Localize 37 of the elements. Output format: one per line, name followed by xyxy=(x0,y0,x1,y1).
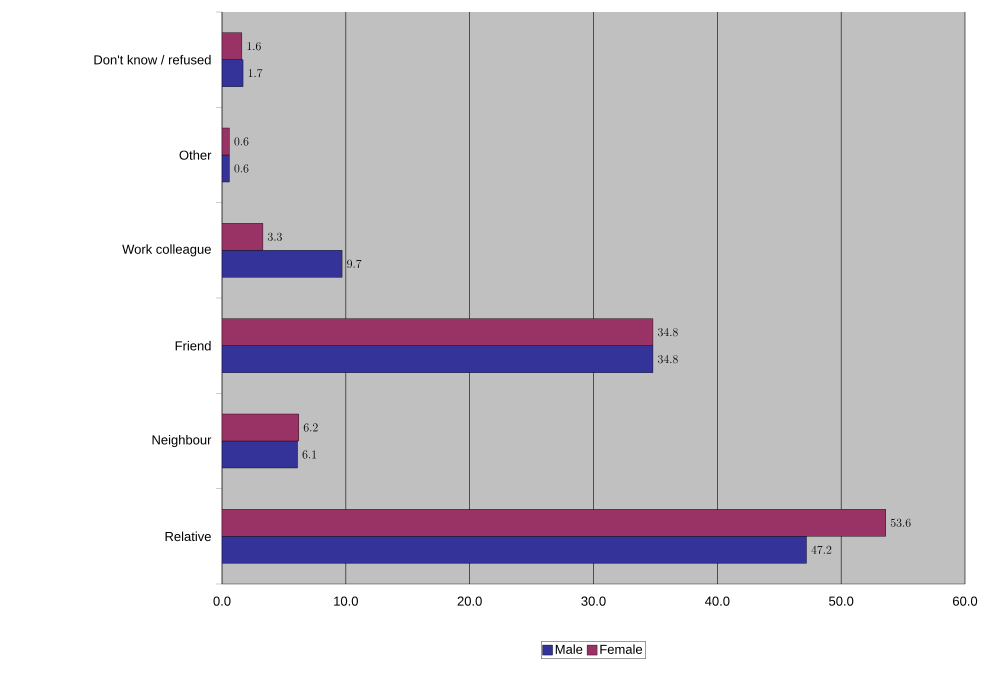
data-label: 47.2 xyxy=(811,546,832,554)
x-tick-label: 50.0 xyxy=(829,596,854,606)
bar xyxy=(222,223,264,251)
bar xyxy=(222,509,886,537)
bar xyxy=(222,440,298,468)
data-label: 0.6 xyxy=(234,137,248,146)
data-label: 3.3 xyxy=(268,232,282,241)
legend-label: Female xyxy=(600,644,642,654)
x-tick-label: 20.0 xyxy=(458,596,482,606)
x-tick-label: 10.0 xyxy=(334,596,358,606)
bar xyxy=(222,536,807,564)
bar xyxy=(222,414,299,442)
data-label: 0.6 xyxy=(234,164,248,173)
y-tick-label: Friend xyxy=(176,340,211,350)
data-label: 6.2 xyxy=(304,423,318,432)
data-label: 6. 1 xyxy=(302,450,316,459)
data-label: 34.8 xyxy=(658,354,678,364)
bar xyxy=(222,318,654,346)
data-label: 34.8 xyxy=(658,328,678,336)
x-tick-label: 0.0 xyxy=(213,596,231,606)
bar xyxy=(222,32,242,60)
y-tick-label: Relative xyxy=(166,532,211,542)
data-label: 53.6 xyxy=(890,518,911,527)
x-tick-label: 30.0 xyxy=(581,596,606,606)
y-tick-label: Neighbour xyxy=(152,434,212,448)
data-label: 1 .7 xyxy=(248,68,262,78)
bar xyxy=(222,59,244,87)
y-tick-label: Don't know / refused xyxy=(94,54,211,64)
x-tick-label: 40.0 xyxy=(704,596,730,606)
y-tick-label: Other xyxy=(180,150,212,160)
bar xyxy=(222,345,654,373)
y-tick-label: Work colleague xyxy=(122,244,211,256)
data-label: 1 .6 xyxy=(247,42,261,50)
x-tick-label: 60.0 xyxy=(953,596,978,606)
bar xyxy=(222,250,342,278)
legend-label: Male xyxy=(556,644,582,654)
data-label: 9.7 xyxy=(347,260,362,268)
